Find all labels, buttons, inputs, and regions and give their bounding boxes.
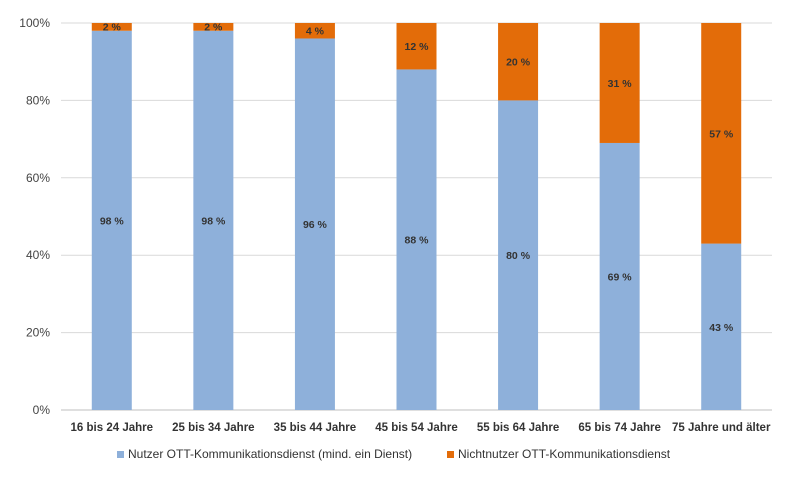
bar-segment-nichtnutzer <box>294 23 335 39</box>
legend-swatch <box>117 451 124 458</box>
data-label: 96 % <box>303 219 328 231</box>
category-label: 35 bis 44 Jahre <box>274 422 356 434</box>
category-label: 75 Jahre und älter <box>672 422 771 434</box>
bar-segment-nichtnutzer <box>599 23 640 143</box>
data-label: 2 % <box>204 21 223 33</box>
bars: 98 % 2 % 98 % 2 % 96 % 4 % 88 % 12 % 80 % 20 % 69 … <box>91 21 742 411</box>
data-label: 88 % <box>405 235 430 247</box>
data-label: 2 % <box>103 21 122 33</box>
y-axis-tick-labels: 0% 20% 40% 60% 80% 100% <box>19 16 50 417</box>
bar-segment-nutzer <box>294 38 335 410</box>
category-label: 25 bis 34 Jahre <box>172 422 254 434</box>
data-label: 57 % <box>709 128 734 140</box>
bar-segment-nutzer <box>91 30 132 411</box>
category-label: 45 bis 54 Jahre <box>375 422 457 434</box>
bar-segment-nutzer <box>599 142 640 410</box>
bar-segment-nichtnutzer <box>91 23 132 31</box>
bar-segment-nichtnutzer <box>193 23 234 31</box>
x-axis-category-labels: 16 bis 24 Jahre 25 bis 34 Jahre 35 bis 44 … <box>71 422 771 434</box>
data-label: 98 % <box>100 215 125 227</box>
y-tick-label: 60% <box>26 171 50 185</box>
data-label: 43 % <box>709 322 734 334</box>
bar-segment-nutzer <box>498 100 539 411</box>
legend-swatch <box>447 451 454 458</box>
y-tick-label: 40% <box>26 248 50 262</box>
legend-label: Nichtnutzer OTT-Kommunikationsdienst <box>458 447 671 461</box>
data-label: 80 % <box>506 250 531 262</box>
y-tick-label: 100% <box>19 16 50 30</box>
data-label: 31 % <box>608 78 633 90</box>
bar-segment-nutzer <box>396 69 437 410</box>
bar-segment-nichtnutzer <box>396 23 437 70</box>
category-label: 16 bis 24 Jahre <box>71 422 153 434</box>
data-label: 69 % <box>608 271 633 283</box>
data-label: 12 % <box>405 41 430 53</box>
category-label: 65 bis 74 Jahre <box>578 422 660 434</box>
category-label: 55 bis 64 Jahre <box>477 422 559 434</box>
data-label: 4 % <box>306 26 325 38</box>
y-tick-label: 0% <box>33 403 51 417</box>
bar-segment-nutzer <box>701 243 742 410</box>
legend: Nutzer OTT-Kommunikationsdienst (mind. e… <box>117 447 671 461</box>
data-label: 98 % <box>201 215 226 227</box>
bar-segment-nichtnutzer <box>498 23 539 101</box>
legend-label: Nutzer OTT-Kommunikationsdienst (mind. e… <box>128 447 412 461</box>
bar-segment-nichtnutzer <box>701 23 742 244</box>
y-tick-label: 80% <box>26 93 50 107</box>
y-tick-label: 20% <box>26 326 50 340</box>
data-label: 20 % <box>506 57 531 69</box>
bar-segment-nutzer <box>193 30 234 411</box>
